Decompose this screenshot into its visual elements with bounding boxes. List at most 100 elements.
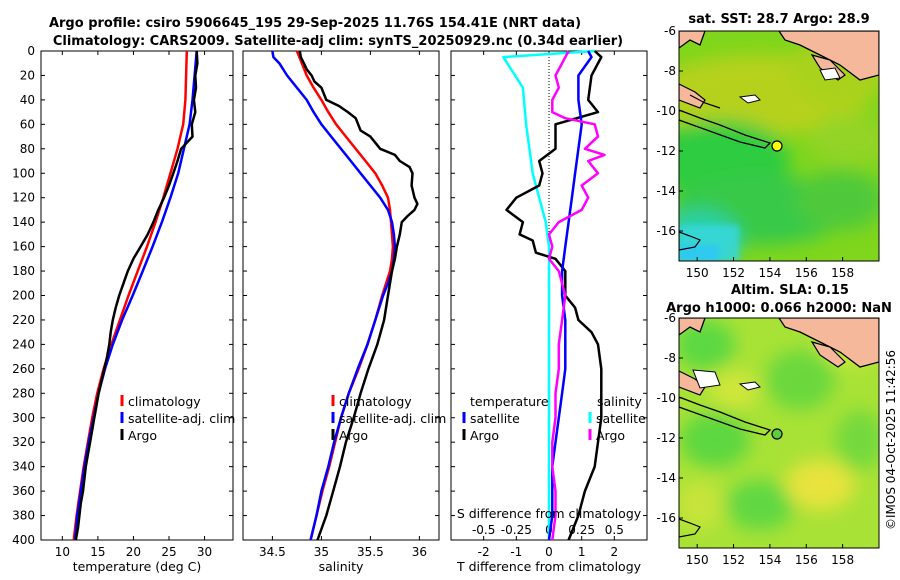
salinity-tick-label: 34.5 bbox=[259, 545, 286, 559]
depth-tick-label: 100 bbox=[12, 166, 35, 180]
sla-map-panel: Altim. SLA: 0.15 Argo h1000: 0.066 h2000… bbox=[656, 283, 891, 567]
difference-temperature-legend-label: satellite bbox=[470, 411, 520, 426]
s-difference-tick-label: -0.25 bbox=[501, 523, 532, 537]
depth-tick-label: 160 bbox=[12, 240, 35, 254]
difference-lines bbox=[502, 49, 606, 541]
depth-tick-label: 180 bbox=[12, 264, 35, 278]
depth-tick-label: 240 bbox=[12, 337, 35, 351]
sst-lon-tick-label: 150 bbox=[686, 266, 709, 280]
difference-legend: temperature satellite Argo salinity satellit… bbox=[462, 394, 646, 443]
sst-lat-tick-label: -16 bbox=[656, 224, 676, 238]
t-difference-x-axis: -2 -1 0 1 2 bbox=[451, 50, 647, 559]
sst-lat-tick-label: -14 bbox=[656, 184, 676, 198]
difference-series-t-argo bbox=[505, 50, 603, 541]
salinity-tick-label: 35.5 bbox=[357, 545, 384, 559]
depth-tick-label: 20 bbox=[20, 68, 35, 82]
temperature-legend: climatology satellite-adj. clim Argo bbox=[120, 394, 235, 443]
temperature-tick-label: 15 bbox=[90, 545, 105, 559]
depth-tick-label: 80 bbox=[20, 142, 35, 156]
sla-lat-tick-label: -10 bbox=[656, 391, 676, 405]
depth-tick-label: 360 bbox=[12, 484, 35, 498]
salinity-panel: 34.5 35 35.5 36 salinity climatology satelli… bbox=[242, 50, 446, 574]
depth-tick-label: 60 bbox=[20, 117, 35, 131]
difference-legend-temperature-title: temperature bbox=[470, 394, 549, 409]
figure-title-line2: Climatology: CARS2009. Satellite-adj cli… bbox=[53, 34, 623, 49]
temperature-x-axis: 10 15 20 25 30 bbox=[55, 51, 212, 559]
sla-lon-tick-label: 152 bbox=[722, 553, 745, 567]
sla-argo-marker bbox=[771, 428, 783, 440]
difference-series-t-satellite bbox=[502, 49, 595, 540]
sst-map-panel: sat. SST: 28.7 Argo: 28.9 bbox=[656, 12, 880, 280]
t-difference-tick-label: 1 bbox=[578, 545, 586, 559]
temperature-tick-label: 10 bbox=[55, 545, 70, 559]
sla-map-title-line1: Altim. SLA: 0.15 bbox=[731, 283, 849, 298]
s-difference-xlabel: S difference from climatology bbox=[457, 506, 642, 521]
sst-lon-tick-label: 158 bbox=[831, 266, 854, 280]
t-difference-tick-label: -1 bbox=[510, 545, 522, 559]
t-difference-tick-label: -2 bbox=[478, 545, 490, 559]
salinity-legend: climatology satellite-adj. clim Argo bbox=[331, 394, 446, 443]
temperature-panel: 0 20 40 60 80 100 120 140 160 180 200 220 240 260 280 3… bbox=[12, 44, 235, 574]
salinity-tick-label: 35 bbox=[314, 545, 329, 559]
depth-tick-label: 260 bbox=[12, 362, 35, 376]
salinity-legend-label: satellite-adj. clim bbox=[339, 411, 446, 426]
temperature-legend-label: Argo bbox=[128, 428, 157, 443]
difference-temperature-legend-label: Argo bbox=[470, 428, 499, 443]
temperature-xlabel: temperature (deg C) bbox=[73, 559, 202, 574]
temperature-series-satellite-adj-clim bbox=[73, 50, 198, 541]
sst-lat-tick-label: -8 bbox=[664, 64, 676, 78]
sla-lon-tick-label: 154 bbox=[758, 553, 781, 567]
sst-argo-marker bbox=[771, 140, 783, 152]
temperature-tick-label: 30 bbox=[197, 545, 212, 559]
temperature-tick-label: 25 bbox=[161, 545, 176, 559]
sla-lon-tick-label: 156 bbox=[795, 553, 818, 567]
temperature-legend-label: satellite-adj. clim bbox=[128, 411, 235, 426]
sst-lat-tick-label: -10 bbox=[656, 104, 676, 118]
s-difference-x-axis: -0.5 -0.25 0 0.25 0.5 bbox=[472, 523, 624, 537]
depth-tick-label: 0 bbox=[27, 44, 35, 58]
s-difference-tick-label: 0.5 bbox=[605, 523, 624, 537]
depth-tick-label: 340 bbox=[12, 460, 35, 474]
sla-lat-tick-label: -6 bbox=[664, 311, 676, 325]
sst-lon-tick-label: 154 bbox=[758, 266, 781, 280]
sla-map-title-line2: Argo h1000: 0.066 h2000: NaN bbox=[666, 301, 892, 316]
depth-tick-label: 220 bbox=[12, 313, 35, 327]
sla-lat-tick-label: -16 bbox=[656, 511, 676, 525]
salinity-legend-label: Argo bbox=[339, 428, 368, 443]
sla-lat-tick-label: -8 bbox=[664, 351, 676, 365]
sla-lon-tick-label: 158 bbox=[831, 553, 854, 567]
temperature-lines bbox=[72, 50, 199, 541]
sst-lon-tick-label: 156 bbox=[795, 266, 818, 280]
t-difference-tick-label: 0 bbox=[545, 545, 553, 559]
sla-lat-tick-label: -12 bbox=[656, 431, 676, 445]
depth-tick-label: 300 bbox=[12, 411, 35, 425]
salinity-series-satellite-adj-clim bbox=[271, 50, 397, 541]
t-difference-xlabel: T difference from climatology bbox=[456, 559, 642, 574]
depth-tick-label: 140 bbox=[12, 215, 35, 229]
salinity-xlabel: salinity bbox=[319, 559, 364, 574]
salinity-lines bbox=[271, 50, 419, 541]
temperature-series-argo bbox=[74, 50, 199, 541]
difference-salinity-legend-label: Argo bbox=[596, 428, 625, 443]
sla-lat-tick-label: -14 bbox=[656, 471, 676, 485]
difference-panel: -2 -1 0 1 2 -0.5 -0.25 0 0.25 0.5 T difference f… bbox=[450, 49, 648, 574]
sst-lat-tick-label: -6 bbox=[664, 24, 676, 38]
imos-timestamp: ©IMOS 04-Oct-2025 11:42:56 bbox=[884, 350, 898, 530]
depth-tick-label: 400 bbox=[12, 533, 35, 547]
salinity-x-axis: 34.5 35 35.5 36 bbox=[243, 50, 439, 559]
depth-tick-label: 200 bbox=[12, 289, 35, 303]
salinity-legend-label: climatology bbox=[339, 394, 412, 409]
temperature-axes-frame bbox=[40, 50, 234, 541]
salinity-series-argo bbox=[298, 50, 419, 541]
difference-legend-salinity-title: salinity bbox=[597, 394, 642, 409]
difference-series-s-argo bbox=[547, 50, 606, 541]
depth-tick-label: 120 bbox=[12, 191, 35, 205]
figure-title-line1: Argo profile: csiro 5906645_195 29-Sep-2… bbox=[49, 16, 581, 31]
depth-tick-label: 280 bbox=[12, 386, 35, 400]
sst-map-frame bbox=[678, 30, 880, 262]
salinity-tick-label: 36 bbox=[412, 545, 427, 559]
sst-lat-tick-label: -12 bbox=[656, 144, 676, 158]
sst-map-axes: 150 152 154 156 158 -6 -8 -10 -12 -14 -16 bbox=[656, 24, 854, 280]
difference-salinity-legend-label: satellite bbox=[596, 411, 646, 426]
